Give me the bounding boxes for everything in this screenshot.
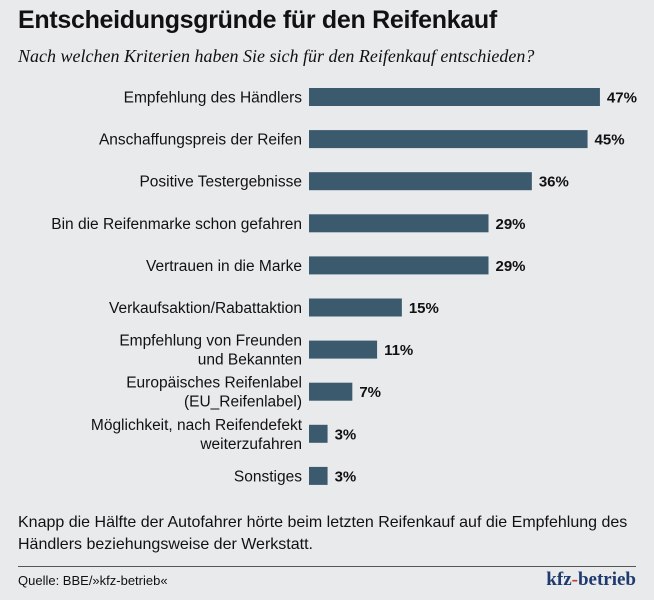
chart-subtitle: Nach welchen Kriterien haben Sie sich fü…	[18, 46, 535, 66]
category-label: Europäisches Reifenlabel	[126, 375, 302, 392]
value-label: 7%	[359, 384, 381, 401]
value-label: 11%	[384, 342, 413, 359]
source-text: Quelle: BBE/»kfz-betrieb«	[18, 573, 168, 588]
logo-part1: kfz	[546, 569, 572, 590]
bar-chart: 47% Empfehlung des Händlers 45% Anschaffung…	[51, 88, 637, 485]
chart-note: Knapp die Hälfte der Autofahrer hörte be…	[18, 514, 628, 553]
chart-title: Entscheidungsgründe für den Reifenkauf	[18, 6, 497, 34]
bar	[309, 172, 532, 191]
bar	[309, 466, 328, 485]
value-label: 47%	[607, 90, 637, 107]
category-label: Verkaufsaktion/Rabattaktion	[109, 300, 302, 317]
bar	[309, 298, 402, 317]
category-label: Empfehlung von Freunden	[119, 333, 302, 350]
value-label: 29%	[496, 258, 526, 275]
value-label: 3%	[335, 426, 357, 443]
bar	[309, 340, 378, 359]
value-label: 3%	[335, 468, 357, 485]
bar	[309, 256, 489, 275]
bar	[309, 214, 489, 233]
bar	[309, 424, 328, 443]
kfz-betrieb-logo: kfz-betrieb	[546, 569, 636, 591]
bar	[309, 130, 588, 149]
category-label: weiterzufahren	[199, 436, 302, 453]
category-label: Positive Testergebnisse	[139, 174, 302, 191]
category-label: Möglichkeit, nach Reifendefekt	[91, 417, 303, 434]
category-label: Vertrauen in die Marke	[146, 258, 302, 275]
divider	[18, 566, 636, 567]
category-label: Bin die Reifenmarke schon gefahren	[51, 216, 302, 233]
category-label: und Bekannten	[198, 352, 302, 369]
logo-part2: betrieb	[577, 569, 636, 590]
category-label: (EU_Reifenlabel)	[184, 394, 302, 411]
value-label: 36%	[539, 174, 569, 191]
value-label: 29%	[496, 216, 526, 233]
logo-dash: -	[571, 569, 578, 590]
value-label: 45%	[595, 132, 625, 149]
category-label: Empfehlung des Händlers	[124, 90, 303, 107]
bar	[309, 382, 353, 401]
bar	[309, 88, 600, 106]
value-label: 15%	[409, 300, 439, 317]
category-label: Anschaffungspreis der Reifen	[99, 132, 302, 149]
category-label: Sonstiges	[234, 468, 302, 485]
